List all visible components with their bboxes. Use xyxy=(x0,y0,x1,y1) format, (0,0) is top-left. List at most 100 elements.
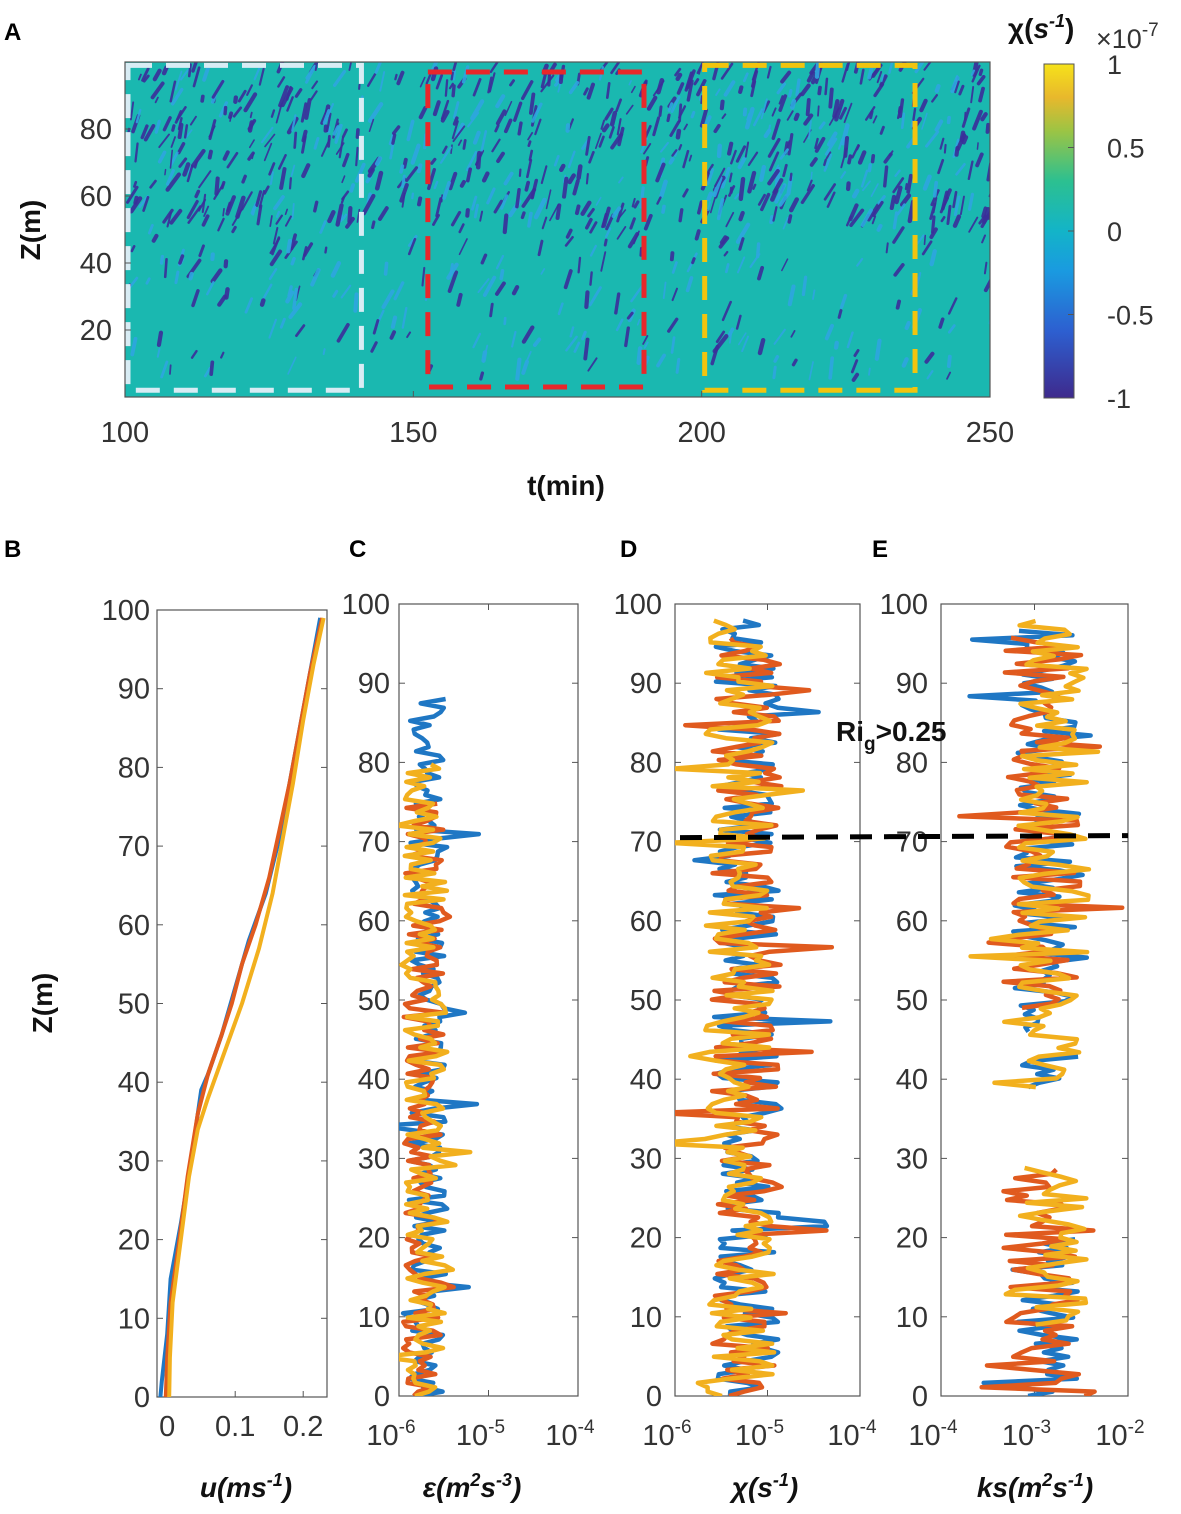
y-tick-label: 60 xyxy=(896,906,928,938)
heatmap-streak xyxy=(290,164,296,177)
heatmap-streak xyxy=(524,180,531,192)
heatmap-streak xyxy=(450,144,453,155)
heatmap-streak xyxy=(778,94,788,112)
heatmap-streak xyxy=(441,145,448,154)
heatmap-streak xyxy=(495,94,506,109)
heatmap-streak xyxy=(527,140,532,148)
heatmap-streak xyxy=(372,319,380,335)
heatmap-streak xyxy=(860,208,873,227)
heatmap-streak xyxy=(495,109,507,126)
heatmap-streak xyxy=(480,130,488,152)
heatmap-streak xyxy=(604,107,614,121)
heatmap-streak xyxy=(291,114,297,132)
heatmap-streak xyxy=(588,286,602,307)
heatmap-streak xyxy=(450,71,454,81)
heatmap-streak xyxy=(670,336,676,354)
heatmap-streak xyxy=(688,154,693,162)
heatmap-streak xyxy=(834,98,845,122)
heatmap-streak xyxy=(671,287,679,302)
colorbar-tick-label: 1 xyxy=(1107,50,1122,80)
heatmap-streak xyxy=(824,137,838,156)
heatmap-streak xyxy=(208,119,217,141)
heatmap-streak xyxy=(509,79,515,87)
heatmap-streak xyxy=(237,89,247,103)
x-tick-label: 10-4 xyxy=(545,1417,595,1452)
heatmap-streak xyxy=(503,171,514,186)
colorbar-tick-label: -0.5 xyxy=(1107,301,1154,331)
x-tick-label: 10-6 xyxy=(642,1417,691,1452)
heatmap-streak xyxy=(481,350,488,363)
heatmap-streak xyxy=(532,337,542,347)
heatmap-streak xyxy=(925,130,940,148)
heatmap-streak xyxy=(585,173,589,185)
heatmap-streak xyxy=(904,320,911,330)
heatmap-streak xyxy=(288,177,292,190)
heatmap-streak xyxy=(953,195,961,217)
heatmap-streak xyxy=(325,112,332,133)
heatmap-streak xyxy=(876,70,883,84)
heatmap-streak xyxy=(427,167,437,191)
y-tick-label: 10 xyxy=(630,1302,662,1334)
panel-c-ticks: 0 10 20 30 40 50 60 70 80 90 100 10-6 10-5 10-4 xyxy=(342,589,595,1452)
heatmap-streak xyxy=(866,203,880,222)
y-tick-label: 70 xyxy=(358,827,390,859)
heatmap-streak xyxy=(169,364,172,375)
heatmap-streak xyxy=(465,208,470,218)
heatmap-streak xyxy=(233,95,238,104)
heatmap-x-ticks: 100 150 200 250 xyxy=(101,391,1014,449)
heatmap-streak xyxy=(876,223,883,232)
heatmap-streak xyxy=(608,126,615,139)
heatmap-streak xyxy=(164,168,167,176)
heatmap-streak xyxy=(605,213,615,231)
heatmap-streak xyxy=(568,80,580,95)
heatmap-streak xyxy=(220,180,226,190)
heatmap-streak xyxy=(170,87,184,106)
heatmap-streak xyxy=(341,175,346,184)
heatmap-streak xyxy=(715,330,726,344)
heatmap-streak xyxy=(737,156,747,170)
heatmap-streak xyxy=(452,125,466,143)
heatmap-streak xyxy=(226,151,239,169)
heatmap-streak xyxy=(545,189,552,210)
heatmap-streak xyxy=(738,210,745,222)
heatmap-streak xyxy=(787,214,793,224)
heatmap-streak xyxy=(615,318,624,332)
heatmap-streak xyxy=(322,348,326,356)
heatmap-streak xyxy=(938,317,945,329)
heatmap-streak xyxy=(824,77,829,96)
heatmap-streak xyxy=(448,82,454,90)
heatmap-streak xyxy=(217,294,228,307)
heatmap-streak xyxy=(833,340,839,350)
heatmap-streak xyxy=(707,200,711,212)
heatmap-streak xyxy=(943,143,947,154)
heatmap-streak xyxy=(716,198,725,221)
y-tick-label: 30 xyxy=(358,1143,390,1175)
heatmap-streak xyxy=(738,237,745,251)
heatmap-streak xyxy=(268,318,278,339)
heatmap-streak xyxy=(567,150,576,169)
heatmap-streak xyxy=(530,178,539,200)
heatmap-streak xyxy=(728,185,736,197)
heatmap-streak xyxy=(494,281,506,296)
heatmap-streak xyxy=(186,199,199,220)
heatmap-streak xyxy=(191,289,200,308)
heatmap-streak xyxy=(847,154,853,165)
heatmap-streak xyxy=(243,92,258,113)
heatmap-streak xyxy=(643,341,649,349)
heatmap-streak xyxy=(659,179,668,199)
heatmap-streak xyxy=(805,97,811,117)
heatmap-streak xyxy=(355,146,359,167)
heatmap-streak xyxy=(332,289,339,298)
x-tick-label: 10-3 xyxy=(1002,1417,1051,1452)
heatmap-streak xyxy=(627,232,640,249)
heatmap-streak xyxy=(788,89,793,98)
heatmap-streak xyxy=(564,235,574,247)
heatmap-streak xyxy=(932,197,938,214)
heatmap-streak xyxy=(285,85,292,101)
heatmap-streak xyxy=(921,240,933,256)
heatmap-streak xyxy=(145,277,151,285)
colorbar-tick-label: -1 xyxy=(1107,384,1131,414)
heatmap-streak xyxy=(291,203,295,220)
heatmap-streak xyxy=(771,118,781,141)
heatmap-streak xyxy=(767,169,780,186)
